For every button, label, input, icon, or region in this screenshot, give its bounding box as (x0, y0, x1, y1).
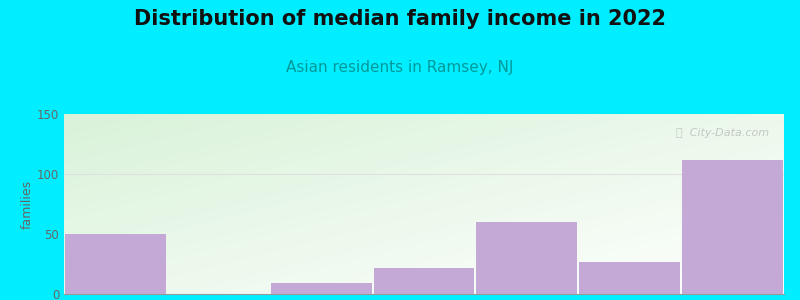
Bar (682, 160, 783, 294)
Y-axis label: families: families (21, 179, 34, 229)
Bar (477, 222, 578, 294)
Bar (65, 234, 166, 294)
Bar (374, 268, 474, 294)
Text: ⓘ  City-Data.com: ⓘ City-Data.com (677, 128, 770, 138)
Bar (579, 262, 680, 294)
Text: Distribution of median family income in 2022: Distribution of median family income in … (134, 9, 666, 29)
Bar (270, 283, 371, 294)
Text: Asian residents in Ramsey, NJ: Asian residents in Ramsey, NJ (286, 60, 514, 75)
